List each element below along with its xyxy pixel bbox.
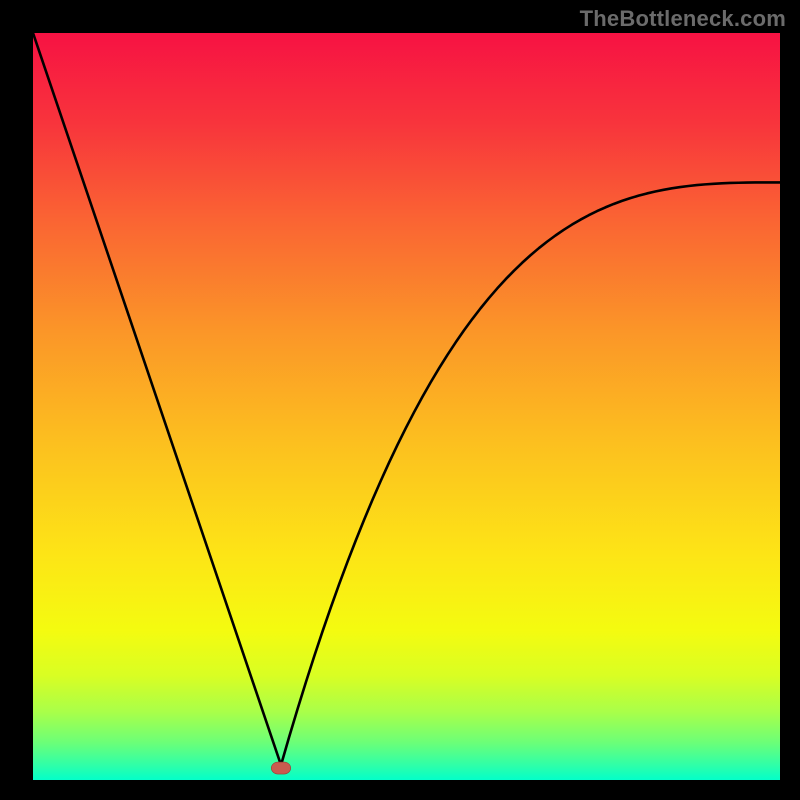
vertex-marker (271, 762, 290, 774)
chart-svg (33, 33, 780, 780)
gradient-background (33, 33, 780, 780)
chart-frame: TheBottleneck.com (0, 0, 800, 800)
plot-area (33, 33, 780, 780)
watermark-text: TheBottleneck.com (580, 6, 786, 32)
